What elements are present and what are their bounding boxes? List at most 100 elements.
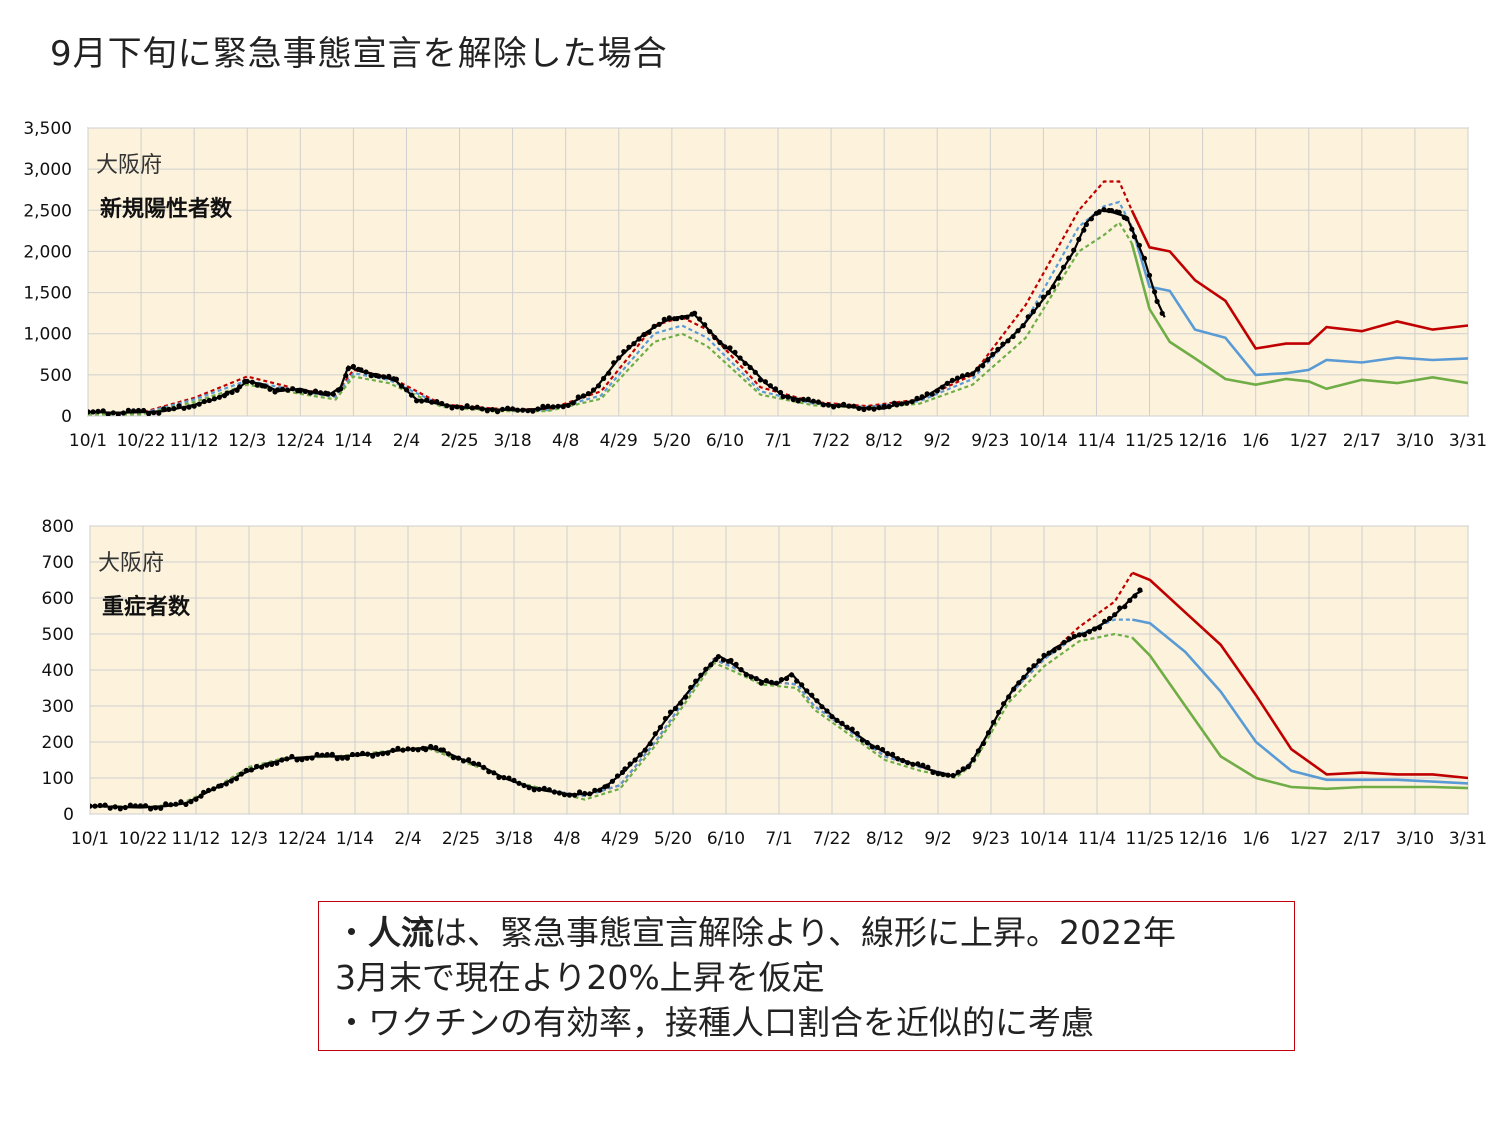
- observed-point: [1020, 323, 1026, 329]
- y-tick-label: 2,500: [23, 201, 72, 221]
- observed-point: [641, 332, 647, 338]
- observed-point: [176, 403, 182, 409]
- observed-point: [1152, 289, 1158, 295]
- observed-point: [1122, 604, 1128, 610]
- observed-point: [319, 752, 325, 758]
- observed-point: [886, 404, 892, 410]
- observed-point: [940, 771, 946, 778]
- observed-point: [95, 408, 101, 414]
- observed-point: [742, 360, 748, 366]
- observed-point: [1107, 615, 1113, 622]
- observed-point: [861, 406, 867, 413]
- observed-point: [944, 380, 950, 386]
- observed-point: [762, 379, 769, 385]
- observed-point: [768, 679, 775, 685]
- y-tick-label: 500: [42, 625, 74, 645]
- observed-point: [1016, 680, 1022, 686]
- observed-point: [249, 379, 255, 385]
- observed-point: [570, 400, 576, 406]
- observed-point: [156, 410, 162, 416]
- observed-point: [785, 394, 791, 400]
- observed-point: [171, 406, 177, 412]
- grid: [87, 127, 1469, 417]
- observed-point: [415, 747, 421, 753]
- observed-point: [309, 755, 315, 761]
- observed-point: [930, 769, 936, 775]
- observed-point: [752, 369, 758, 375]
- observed-point: [849, 726, 855, 732]
- x-tick-label: 11/25: [1125, 431, 1174, 451]
- observed-point: [1086, 629, 1092, 635]
- x-tick-label: 10/14: [1020, 829, 1069, 849]
- observed-point: [777, 389, 784, 396]
- observed-point: [1076, 632, 1082, 638]
- observed-point: [900, 757, 906, 764]
- observed-point: [773, 680, 780, 686]
- y-tick-label: 0: [63, 805, 74, 825]
- observed-point: [949, 377, 956, 383]
- observed-point: [1071, 633, 1077, 639]
- x-tick-label: 1/27: [1290, 431, 1328, 451]
- observed-point: [1088, 216, 1094, 222]
- grid: [89, 525, 1469, 815]
- observed-point: [954, 375, 961, 381]
- observed-point: [656, 321, 662, 327]
- observed-point: [1066, 255, 1072, 261]
- observed-point: [990, 351, 996, 357]
- observed-point: [733, 661, 739, 667]
- observed-point: [115, 411, 121, 416]
- observed-point: [188, 799, 194, 805]
- x-tick-label: 3/18: [495, 829, 533, 849]
- observed-point: [398, 383, 404, 389]
- observed-point: [866, 405, 872, 411]
- observed-point: [393, 376, 399, 382]
- observed-point: [939, 384, 945, 390]
- observed-point: [433, 745, 439, 751]
- observed-point: [631, 341, 637, 347]
- region-label: 大阪府: [96, 153, 162, 178]
- observed-point: [819, 704, 825, 710]
- observed-point: [996, 709, 1002, 715]
- observed-point: [481, 764, 487, 770]
- y-tick-label: 3,000: [23, 160, 72, 180]
- observed-point: [1045, 290, 1051, 296]
- y-tick-label: 100: [42, 769, 74, 789]
- x-tick-label: 2/17: [1343, 829, 1381, 849]
- observed-point: [825, 402, 832, 408]
- observed-point: [757, 377, 763, 383]
- observed-point: [960, 766, 966, 772]
- x-tick-label: 4/29: [600, 431, 638, 451]
- note-line-3: ・ワクチンの有効率，接種人口割合を近似的に考慮: [335, 1003, 1094, 1042]
- observed-point: [909, 399, 915, 405]
- observed-point: [117, 806, 123, 812]
- observed-point: [790, 396, 796, 403]
- observed-point: [130, 408, 137, 414]
- observed-point: [107, 805, 113, 811]
- observed-point: [683, 694, 689, 700]
- observed-point: [890, 751, 896, 757]
- observed-point: [1091, 626, 1098, 632]
- observed-point: [856, 405, 862, 411]
- observed-point: [198, 793, 204, 799]
- observed-point: [864, 740, 870, 746]
- observed-point: [158, 805, 164, 811]
- observed-point: [611, 360, 617, 366]
- observed-point: [1154, 298, 1160, 304]
- observed-point: [186, 404, 192, 410]
- observed-point: [317, 390, 324, 396]
- observed-point: [727, 345, 733, 351]
- observed-point: [423, 747, 429, 753]
- observed-point: [206, 787, 212, 793]
- observed-point: [163, 801, 169, 807]
- observed-point: [609, 778, 616, 784]
- x-tick-label: 1/6: [1242, 431, 1269, 451]
- observed-point: [1040, 294, 1046, 300]
- observed-point: [494, 409, 501, 415]
- observed-point: [743, 671, 749, 678]
- observed-point: [112, 804, 118, 810]
- x-tick-label: 5/20: [654, 829, 692, 849]
- metric-label: 新規陽性者数: [100, 196, 233, 222]
- observed-point: [408, 392, 415, 398]
- observed-point: [285, 387, 291, 393]
- observed-point: [614, 773, 621, 779]
